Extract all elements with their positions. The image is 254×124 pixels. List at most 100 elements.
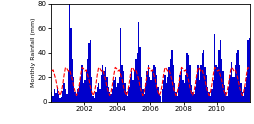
Bar: [188, 65, 190, 102]
Bar: [133, 71, 135, 102]
Bar: [69, 4, 70, 102]
Bar: [203, 67, 205, 102]
Bar: [165, 83, 166, 102]
Bar: [228, 75, 230, 102]
Bar: [66, 94, 67, 102]
Bar: [215, 65, 216, 102]
Bar: [95, 92, 96, 102]
Bar: [75, 96, 77, 102]
Bar: [231, 77, 232, 102]
Bar: [210, 89, 212, 102]
Bar: [136, 53, 137, 102]
Bar: [224, 92, 226, 102]
Bar: [107, 87, 108, 102]
Bar: [98, 83, 99, 102]
Bar: [158, 94, 160, 102]
Bar: [216, 67, 217, 102]
Bar: [166, 77, 168, 102]
Bar: [173, 83, 174, 102]
Bar: [227, 87, 228, 102]
Bar: [197, 65, 198, 102]
Bar: [161, 89, 162, 102]
Bar: [83, 83, 84, 102]
Bar: [135, 59, 136, 102]
Bar: [223, 85, 224, 102]
Bar: [154, 67, 155, 102]
Bar: [113, 80, 114, 102]
Bar: [77, 89, 78, 102]
Bar: [184, 75, 186, 102]
Bar: [129, 77, 131, 102]
Bar: [140, 77, 141, 102]
Bar: [71, 59, 73, 102]
Bar: [235, 53, 236, 102]
Y-axis label: Monthly Rainfall (mm): Monthly Rainfall (mm): [31, 18, 36, 87]
Bar: [212, 80, 213, 102]
Bar: [213, 34, 215, 102]
Bar: [205, 75, 206, 102]
Bar: [248, 38, 249, 102]
Bar: [182, 80, 183, 102]
Bar: [121, 65, 122, 102]
Bar: [103, 71, 104, 102]
Bar: [169, 59, 170, 102]
Bar: [246, 40, 248, 102]
Bar: [116, 87, 117, 102]
Bar: [81, 65, 83, 102]
Bar: [125, 92, 126, 102]
Bar: [198, 80, 199, 102]
Bar: [51, 92, 52, 102]
Bar: [177, 87, 179, 102]
Bar: [100, 75, 102, 102]
Bar: [157, 87, 158, 102]
Bar: [180, 67, 182, 102]
Bar: [170, 50, 172, 102]
Bar: [172, 65, 173, 102]
Bar: [164, 75, 165, 102]
Bar: [139, 47, 140, 102]
Bar: [89, 40, 91, 102]
Bar: [208, 92, 209, 102]
Bar: [226, 96, 227, 102]
Bar: [73, 77, 74, 102]
Bar: [58, 94, 59, 102]
Bar: [56, 87, 58, 102]
Bar: [54, 89, 55, 102]
Bar: [114, 77, 116, 102]
Bar: [193, 94, 194, 102]
Bar: [62, 91, 63, 102]
Bar: [245, 77, 246, 102]
Bar: [230, 62, 231, 102]
Bar: [176, 96, 177, 102]
Bar: [80, 77, 81, 102]
Bar: [126, 96, 128, 102]
Bar: [132, 80, 133, 102]
Bar: [96, 87, 98, 102]
Bar: [187, 55, 188, 102]
Bar: [201, 53, 202, 102]
Bar: [221, 71, 223, 102]
Bar: [146, 71, 147, 102]
Bar: [111, 89, 113, 102]
Bar: [87, 59, 88, 102]
Bar: [155, 75, 157, 102]
Bar: [179, 75, 180, 102]
Bar: [65, 89, 66, 102]
Bar: [59, 98, 60, 102]
Bar: [183, 83, 184, 102]
Bar: [243, 87, 245, 102]
Bar: [147, 65, 149, 102]
Bar: [149, 77, 150, 102]
Bar: [232, 77, 234, 102]
Bar: [74, 92, 75, 102]
Bar: [153, 65, 154, 102]
Bar: [120, 28, 121, 102]
Bar: [160, 96, 161, 102]
Bar: [102, 65, 103, 102]
Bar: [202, 50, 203, 102]
Bar: [168, 67, 169, 102]
Bar: [117, 83, 118, 102]
Bar: [110, 94, 111, 102]
Bar: [118, 77, 120, 102]
Bar: [124, 83, 125, 102]
